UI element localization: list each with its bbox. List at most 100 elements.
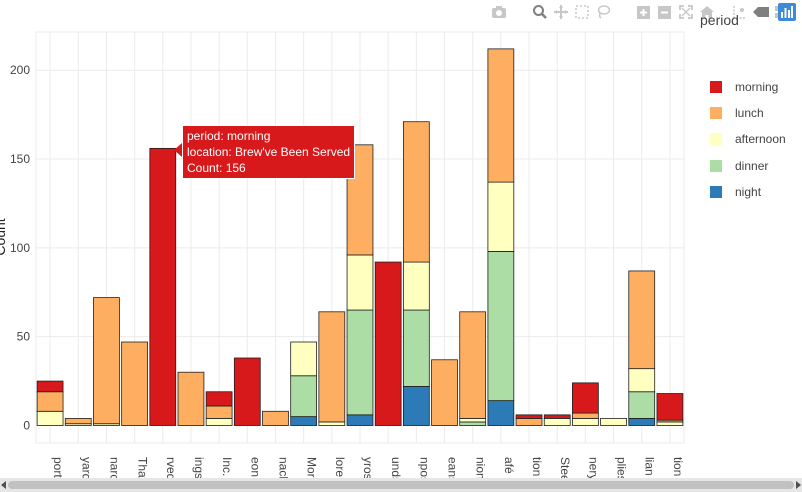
bar-segment-lunch[interactable] [515,417,543,426]
x-tick-label: Steel [558,457,572,484]
bar-segment-morning[interactable] [572,382,599,414]
bar-segment-night[interactable] [402,386,430,426]
x-tick-label: nery [586,457,600,480]
bar-segment-morning[interactable] [36,380,64,393]
bar-segment-lunch[interactable] [572,412,599,419]
tooltip-pointer [174,143,182,157]
y-tick-label: 100 [10,241,30,255]
scroll-right-arrow-icon[interactable] [796,481,801,489]
tooltip-period: period: morning [187,129,271,143]
legend-label: lunch [735,106,764,121]
bar-segment-afternoon[interactable] [628,368,656,393]
modebar [488,3,792,21]
bar-segment-afternoon[interactable] [459,417,487,423]
legend-item-dinner[interactable]: dinner [710,153,786,179]
bar-segment-night[interactable] [628,417,656,426]
bar-segment-morning[interactable] [656,393,684,421]
bar-segment-afternoon[interactable] [346,254,374,311]
bar-segment-morning[interactable] [149,147,177,426]
bar-segment-dinner[interactable] [487,251,515,402]
x-tick-label: tion [530,457,544,476]
scroll-left-arrow-icon[interactable] [1,481,6,489]
zoom-in-icon[interactable] [633,3,654,21]
x-tick-label: unds [389,457,403,483]
spacer [613,3,633,21]
horizontal-scrollbar[interactable] [0,478,802,492]
bar-segment-afternoon[interactable] [318,421,346,426]
zoom-icon[interactable] [529,3,550,21]
legend-item-lunch[interactable]: lunch [710,100,786,126]
bar-segment-afternoon[interactable] [36,410,64,426]
x-tick-label: npos [417,457,431,483]
legend-label: night [735,184,762,199]
plotly-logo-icon[interactable] [778,3,798,21]
bar-segment-lunch[interactable] [177,371,205,426]
bar-segment-lunch[interactable] [93,297,120,425]
tooltip-count: Count: 156 [187,161,246,175]
bar-segment-morning[interactable] [515,414,543,419]
lasso-icon[interactable] [592,3,613,21]
y-axis-title: Count [0,218,8,255]
bar-segment-dinner[interactable] [346,309,374,416]
hover-closest-icon[interactable] [750,3,771,21]
bar-segment-morning[interactable] [233,357,261,426]
autoscale-icon[interactable] [675,3,696,21]
zoom-out-icon[interactable] [654,3,675,21]
bar-segment-afternoon[interactable] [290,341,318,377]
x-tick-label: nion [474,457,488,480]
bar-segment-lunch[interactable] [431,359,458,426]
bar-segment-night[interactable] [346,414,374,426]
x-tick-label: lore [333,457,347,477]
x-tick-label: rved [164,457,178,480]
bar-segment-dinner[interactable] [402,309,430,387]
x-tick-label: naro [107,457,121,481]
bar-segment-lunch[interactable] [402,121,430,263]
x-tick-label: yros [361,457,375,480]
bar-segment-morning[interactable] [205,391,233,407]
bar-segment-lunch[interactable] [318,311,346,423]
bar-segment-lunch[interactable] [628,270,656,370]
bar-segment-dinner[interactable] [459,421,487,426]
bar-segment-dinner[interactable] [290,375,318,418]
x-tick-label: ings [192,457,206,479]
bar-segment-afternoon[interactable] [543,417,571,426]
bar-segment-afternoon[interactable] [487,181,515,252]
bar-segment-afternoon[interactable] [402,261,430,311]
bar-segment-night[interactable] [487,400,515,426]
bar-segment-lunch[interactable] [459,311,487,419]
bar-segment-dinner[interactable] [628,391,656,419]
legend-label: dinner [735,158,769,173]
bar-segment-lunch[interactable] [262,410,289,426]
camera-icon[interactable] [488,3,509,21]
x-tick-label: eon [248,457,262,477]
legend-title: period [700,12,739,28]
legend-item-night[interactable]: night [710,179,786,205]
legend-item-afternoon[interactable]: afternoon [710,126,786,152]
bar-segment-afternoon[interactable] [205,417,233,426]
legend-item-morning[interactable]: morning [710,74,786,100]
bar-segment-afternoon[interactable] [572,417,599,426]
bar-segment-lunch[interactable] [36,391,64,412]
bar-segment-lunch[interactable] [205,405,233,419]
bars [36,48,684,426]
x-tick-label: port [51,457,65,478]
bar-segment-morning[interactable] [543,414,571,419]
box-select-icon[interactable] [571,3,592,21]
spikelines-icon[interactable] [729,3,750,21]
x-tick-label: eans [446,457,460,483]
scrollbar-thumb[interactable] [8,481,794,489]
legend-label: afternoon [735,132,786,147]
legend-swatch [710,185,722,198]
bar-segment-lunch[interactable] [121,341,148,426]
bar-segment-night[interactable] [290,416,318,426]
bar-segment-morning[interactable] [374,261,402,426]
x-tick-label: nack [276,457,290,483]
bar-segment-afternoon[interactable] [656,421,684,426]
pan-icon[interactable] [550,3,571,21]
y-tick-label: 0 [23,419,30,433]
home-icon[interactable] [696,3,717,21]
bar-segment-afternoon[interactable] [600,417,627,426]
bar-segment-lunch[interactable] [64,417,92,425]
bar-segment-lunch[interactable] [487,48,515,183]
